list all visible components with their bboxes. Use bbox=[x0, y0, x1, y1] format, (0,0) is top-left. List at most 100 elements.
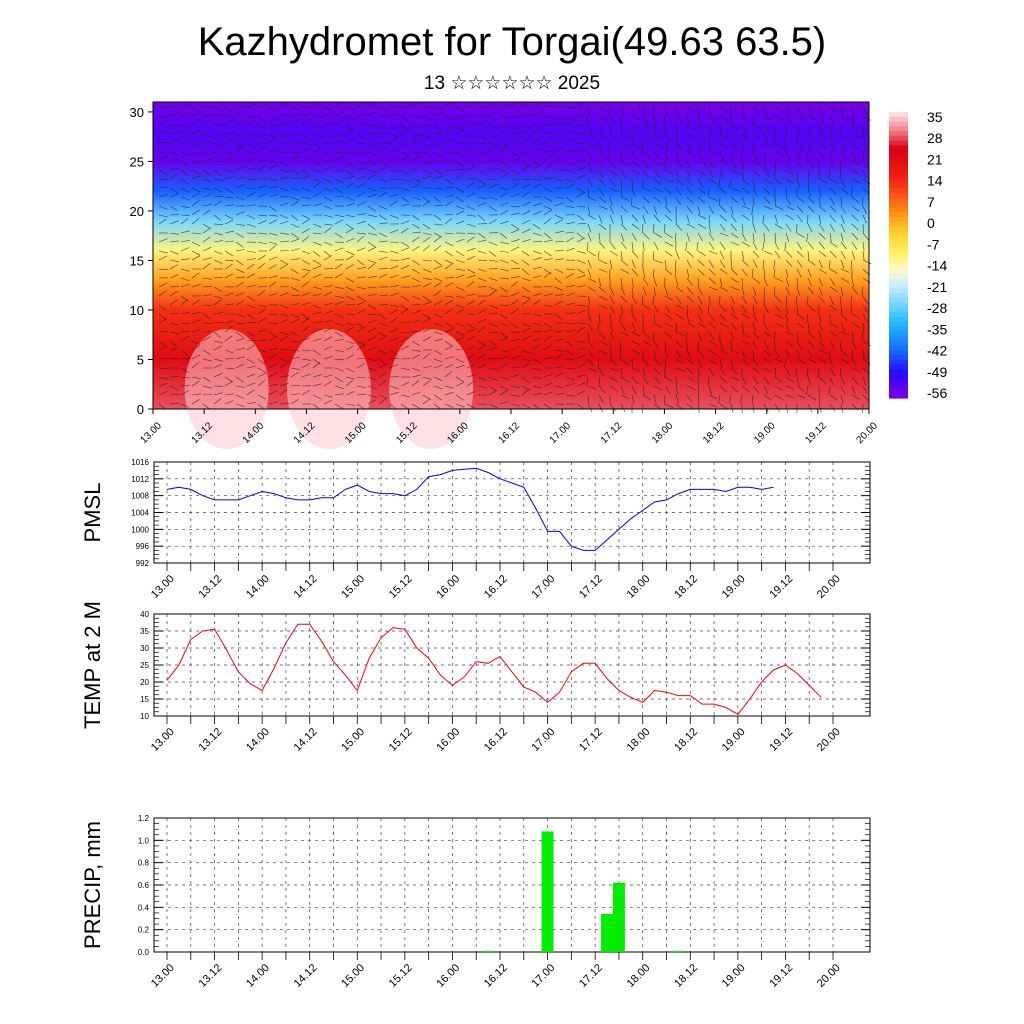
heatmap-y-tick-label: 20 bbox=[130, 204, 144, 219]
colorbar-cell bbox=[889, 221, 908, 227]
colorbar-label: -28 bbox=[927, 300, 947, 316]
pmsl-x-tick-label: 15.00 bbox=[339, 573, 367, 601]
pmsl-x-tick-label: 19.12 bbox=[767, 573, 795, 601]
heatmap-x-tick-label: 16.12 bbox=[496, 420, 522, 446]
colorbar-cell bbox=[889, 369, 908, 375]
pmsl-x-tick-label: 18.00 bbox=[625, 573, 653, 601]
temp-grid bbox=[154, 613, 870, 717]
pmsl-y-tick-label: 1004 bbox=[131, 509, 149, 518]
surface-warm-blob bbox=[184, 329, 269, 449]
colorbar-cell bbox=[889, 216, 908, 223]
colorbar-cell bbox=[889, 235, 908, 242]
colorbar-cell bbox=[889, 207, 908, 213]
colorbar-cell bbox=[889, 336, 908, 342]
colorbar-cell bbox=[889, 288, 908, 294]
heatmap-y-tick-label: 25 bbox=[130, 154, 144, 169]
colorbar-cell bbox=[889, 250, 908, 256]
colorbar-cell bbox=[889, 321, 908, 328]
colorbar-cell bbox=[889, 293, 908, 299]
temp-y-tick-label: 35 bbox=[140, 627, 149, 636]
temp-x-tick-label: 19.00 bbox=[720, 726, 748, 754]
heatmap-x-tick-label: 18.12 bbox=[701, 420, 727, 446]
precip-ylabel: PRECIP, mm bbox=[80, 821, 105, 949]
temp-y-tick-label: 20 bbox=[140, 678, 149, 687]
colorbar-label: 21 bbox=[927, 151, 943, 167]
pmsl-x-tick-label: 13.12 bbox=[196, 573, 224, 601]
temp-x-tick-label: 17.12 bbox=[577, 726, 605, 754]
colorbar-label: -49 bbox=[927, 364, 947, 380]
colorbar-cell bbox=[889, 316, 908, 323]
temp-y-tick-label: 15 bbox=[140, 695, 149, 704]
heatmap-x-tick-label: 13.00 bbox=[138, 420, 164, 446]
colorbar-cell bbox=[889, 121, 908, 127]
pmsl-grid bbox=[154, 461, 870, 564]
temp-y-tick-label: 30 bbox=[140, 644, 149, 653]
colorbar-cell bbox=[889, 183, 908, 189]
precip-y-tick-label: 0.8 bbox=[138, 859, 150, 868]
precip-x-tick-label: 16.12 bbox=[482, 962, 510, 990]
colorbar-label: -21 bbox=[927, 279, 947, 295]
precip-x-tick-label: 15.12 bbox=[387, 962, 415, 990]
precip-y-tick-label: 0.4 bbox=[138, 903, 150, 912]
precip-y-tick-label: 0.2 bbox=[138, 926, 150, 935]
temp-x-tick-label: 15.12 bbox=[387, 726, 415, 754]
colorbar-cell bbox=[889, 383, 908, 390]
colorbar-cell bbox=[889, 378, 908, 385]
temp-x-tick-label: 17.00 bbox=[529, 726, 557, 754]
heatmap-y-tick-label: 30 bbox=[130, 105, 144, 120]
temp-x-tick-label: 14.00 bbox=[244, 726, 272, 754]
pmsl-x-tick-label: 13.00 bbox=[149, 573, 177, 601]
temp-x-tick-label: 19.12 bbox=[767, 726, 795, 754]
temp-x-tick-label: 18.00 bbox=[625, 726, 653, 754]
colorbar-cell bbox=[889, 169, 908, 175]
temp-x-tick-label: 16.12 bbox=[482, 726, 510, 754]
heatmap-x-tick-label: 17.00 bbox=[548, 420, 574, 446]
colorbar-cell bbox=[889, 226, 908, 232]
colorbar-label: 28 bbox=[927, 130, 943, 146]
colorbar-label: 14 bbox=[927, 173, 943, 189]
colorbar-label: 7 bbox=[927, 194, 935, 210]
precip-x-tick-label: 18.00 bbox=[625, 962, 653, 990]
chart-title: Kazhydromet for Torgai(49.63 63.5) bbox=[197, 20, 827, 64]
precip-y-tick-label: 0.0 bbox=[138, 948, 150, 957]
colorbar-cell bbox=[889, 197, 908, 204]
colorbar-cell bbox=[889, 355, 908, 361]
colorbar-cell bbox=[889, 112, 908, 118]
colorbar-label: -35 bbox=[927, 321, 947, 337]
precip-bar bbox=[613, 882, 625, 952]
temp-x-tick-label: 15.00 bbox=[339, 726, 367, 754]
precip-x-tick-label: 14.12 bbox=[292, 962, 320, 990]
precip-x-tick-label: 19.12 bbox=[767, 962, 795, 990]
pmsl-y-tick-label: 1012 bbox=[131, 475, 149, 484]
temp-x-tick-label: 20.00 bbox=[815, 726, 843, 754]
precip-bar bbox=[482, 950, 495, 952]
pmsl-y-tick-label: 1008 bbox=[131, 492, 149, 501]
heatmap-x-tick-label: 17.12 bbox=[599, 420, 625, 446]
colorbar-label: -7 bbox=[927, 236, 940, 252]
temperature-field bbox=[153, 102, 869, 409]
precip-bar bbox=[672, 950, 685, 952]
pmsl-x-tick-label: 18.12 bbox=[672, 573, 700, 601]
pmsl-x-tick-label: 17.12 bbox=[577, 573, 605, 601]
pmsl-x-tick-label: 17.00 bbox=[529, 573, 557, 601]
colorbar-label: -42 bbox=[927, 343, 947, 359]
colorbar-cell bbox=[889, 364, 908, 370]
surface-warm-blob bbox=[286, 329, 371, 449]
colorbar-cell bbox=[889, 116, 908, 123]
wind-barbs bbox=[158, 101, 872, 414]
colorbar-cell bbox=[889, 193, 908, 199]
heatmap-y-tick-label: 5 bbox=[137, 352, 144, 367]
surface-warm-blob bbox=[389, 329, 474, 449]
colorbar-cell bbox=[889, 240, 908, 247]
pmsl-series-line bbox=[166, 467, 774, 551]
colorbar-label: -56 bbox=[927, 385, 947, 401]
colorbar-cell bbox=[889, 278, 908, 285]
temp-x-tick-label: 16.00 bbox=[434, 726, 462, 754]
precip-x-tick-label: 17.00 bbox=[529, 962, 557, 990]
colorbar-cell bbox=[889, 154, 908, 161]
colorbar-cell bbox=[889, 274, 908, 280]
colorbar-cell bbox=[889, 307, 908, 313]
temp-y-tick-label: 40 bbox=[140, 610, 149, 619]
pmsl-x-tick-label: 16.12 bbox=[482, 573, 510, 601]
heatmap-y-tick-label: 15 bbox=[130, 253, 144, 268]
